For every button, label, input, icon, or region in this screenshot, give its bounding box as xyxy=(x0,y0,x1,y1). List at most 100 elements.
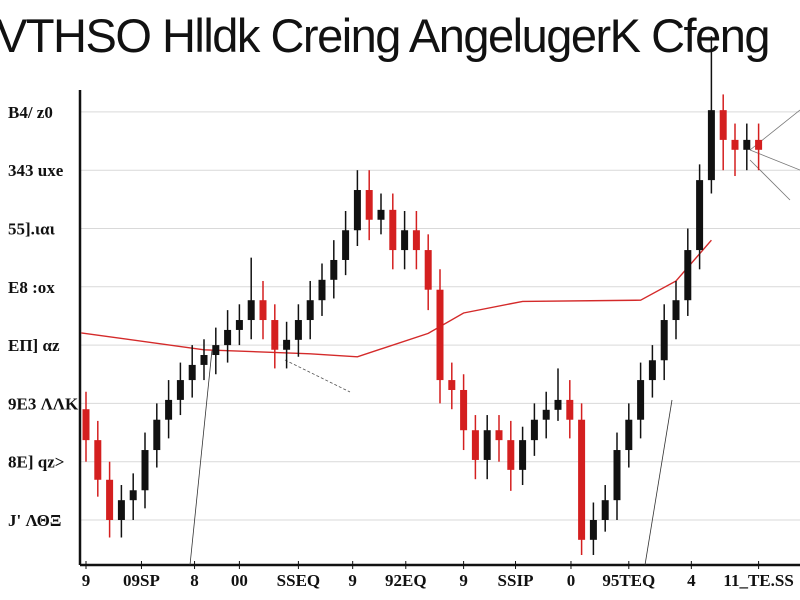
candle-body xyxy=(94,440,102,480)
candle-body xyxy=(448,380,456,390)
candle xyxy=(141,432,149,509)
candle-body xyxy=(495,430,503,441)
x-tick-label: 9 xyxy=(348,571,357,590)
candle-body xyxy=(707,110,715,181)
candle-body xyxy=(554,399,562,410)
y-tick-label: 8E] qz> xyxy=(8,453,64,472)
x-tick-label: SSIP xyxy=(498,571,534,590)
candle xyxy=(483,415,491,480)
candle-body xyxy=(625,419,633,451)
candle-body xyxy=(731,139,739,150)
candle xyxy=(200,339,208,381)
candle-body xyxy=(601,500,609,520)
candle xyxy=(82,391,90,462)
candle xyxy=(117,485,125,538)
candle xyxy=(471,415,479,480)
candle-body xyxy=(117,500,125,520)
candle-body xyxy=(176,380,184,400)
candle-body xyxy=(165,399,173,420)
candle-body xyxy=(519,440,527,470)
candle-body xyxy=(106,479,114,520)
candle xyxy=(625,403,633,468)
candle xyxy=(389,193,397,270)
candle-body xyxy=(648,360,656,381)
candle xyxy=(507,420,515,491)
candle xyxy=(94,420,102,497)
candle-body xyxy=(530,419,538,441)
dotted-line xyxy=(284,359,351,393)
x-tick-label: 92EQ xyxy=(385,571,427,590)
candle xyxy=(448,362,456,410)
candle xyxy=(519,426,527,486)
candle-body xyxy=(637,380,645,420)
candle xyxy=(424,234,432,311)
candle-body xyxy=(306,300,314,321)
candle xyxy=(188,345,196,398)
candle-body xyxy=(424,250,432,290)
candle xyxy=(566,380,574,439)
candle-body xyxy=(684,250,692,301)
candle-body xyxy=(353,190,361,231)
candle xyxy=(554,368,562,421)
candle-body xyxy=(200,355,208,365)
candle-body xyxy=(401,230,409,251)
trend-line xyxy=(644,399,673,566)
candle-body xyxy=(696,180,704,251)
candle-body xyxy=(436,289,444,381)
candle-body xyxy=(389,209,397,251)
candle-body xyxy=(755,139,763,150)
candle xyxy=(707,36,715,194)
candle xyxy=(106,461,114,538)
candle-body xyxy=(247,300,255,321)
candle-body xyxy=(578,419,586,540)
candle xyxy=(153,403,161,468)
candle-body xyxy=(743,139,751,150)
candle xyxy=(613,432,621,520)
candle xyxy=(542,391,550,439)
candle-body xyxy=(212,345,220,356)
candle xyxy=(412,211,420,270)
candle-body xyxy=(483,430,491,460)
candle-body xyxy=(719,110,727,140)
x-tick-label: 8 xyxy=(190,571,199,590)
chart-title: VTHSO Hlldk Creing AngelugerK Cfeng xyxy=(0,9,771,62)
candle xyxy=(365,170,373,241)
candle xyxy=(696,164,704,270)
candle-body xyxy=(613,450,621,501)
candle xyxy=(129,473,137,520)
candle-body xyxy=(589,520,597,540)
candle xyxy=(271,304,279,369)
candle-body xyxy=(507,440,515,470)
candle-body xyxy=(224,329,232,346)
candle xyxy=(436,269,444,404)
x-tick-label: 95TEQ xyxy=(602,571,655,590)
candle xyxy=(165,380,173,439)
candle xyxy=(247,257,255,340)
candle xyxy=(224,310,232,363)
y-tick-label: 343 uxe xyxy=(8,161,64,180)
y-tick-label: B4/ z0 xyxy=(8,103,53,122)
y-tick-label: EП] αz xyxy=(8,336,60,355)
candle-body xyxy=(412,230,420,251)
candle xyxy=(283,321,291,369)
candle xyxy=(755,123,763,171)
candle-body xyxy=(330,259,338,280)
candle xyxy=(589,502,597,555)
y-tick-label: 9E3 ΛΛΚ xyxy=(8,394,79,413)
candle-body xyxy=(153,419,161,451)
candle-body xyxy=(129,490,137,501)
candle xyxy=(684,228,692,316)
candle-body xyxy=(141,450,149,491)
candle-body xyxy=(271,320,279,350)
candle xyxy=(235,304,243,346)
candle xyxy=(353,170,361,246)
candle-body xyxy=(365,190,373,220)
candle xyxy=(294,304,302,357)
y-tick-label: J' ΛΘΞ xyxy=(8,511,61,530)
candle-body xyxy=(672,300,680,321)
y-tick-label: 55].ιαι xyxy=(8,220,56,239)
candle xyxy=(401,211,409,270)
candle xyxy=(731,123,739,177)
x-tick-label: 00 xyxy=(231,571,248,590)
